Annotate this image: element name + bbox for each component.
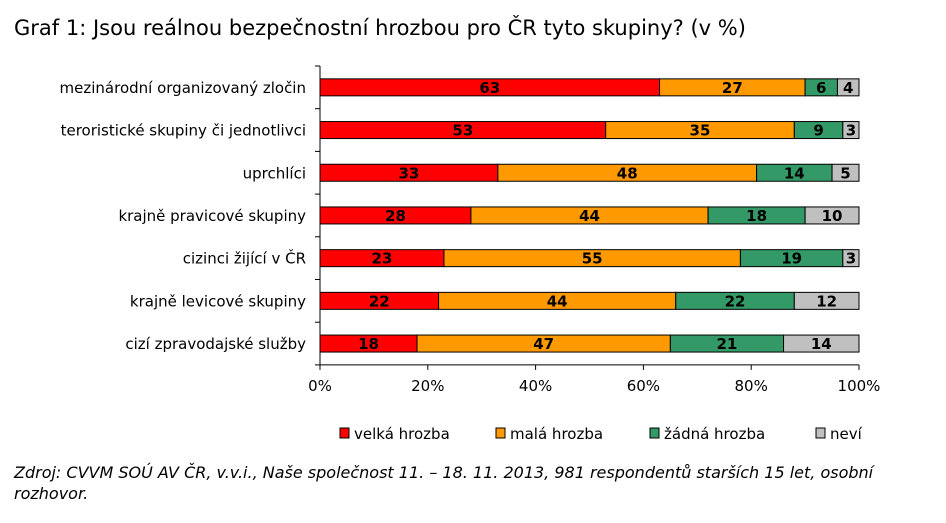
legend-label: žádná hrozba (664, 425, 765, 443)
bar-value-label: 4 (843, 79, 853, 97)
x-tick-label: 40% (519, 377, 552, 395)
bar-value-label: 9 (813, 122, 823, 140)
legend-label: malá hrozba (510, 425, 603, 443)
category-label: krajně levicové skupiny (130, 292, 306, 310)
bar-segment (804, 206, 860, 225)
bar-segment (783, 334, 860, 353)
x-tick-label: 20% (411, 377, 444, 395)
bar-segment (842, 121, 860, 140)
bar-value-label: 44 (547, 292, 568, 310)
bar-value-label: 44 (579, 207, 600, 225)
category-label: cizí zpravodajské služby (125, 335, 306, 353)
legend-label: neví (830, 425, 863, 443)
bar-value-label: 14 (811, 335, 832, 353)
bar-value-label: 22 (369, 292, 390, 310)
bar-value-label: 18 (746, 207, 767, 225)
legend-swatch (339, 427, 350, 439)
bar-value-label: 35 (690, 122, 711, 140)
legend-swatch (495, 427, 506, 439)
bar-segment (793, 291, 860, 310)
category-label: teroristické skupiny či jednotlivci (61, 122, 306, 140)
bar-value-label: 19 (781, 250, 802, 268)
legend-swatch (815, 427, 826, 439)
bar-value-label: 48 (617, 164, 638, 182)
bar-value-label: 3 (846, 122, 856, 140)
legend-label: velká hrozba (354, 425, 450, 443)
bar-value-label: 21 (717, 335, 738, 353)
bar-value-label: 55 (582, 250, 603, 268)
bar-value-label: 28 (385, 207, 406, 225)
x-tick-label: 100% (838, 377, 881, 395)
category-label: krajně pravicové skupiny (118, 207, 306, 225)
bar-value-label: 63 (479, 79, 500, 97)
bar-value-label: 3 (846, 250, 856, 268)
bar-value-label: 18 (358, 335, 379, 353)
legend-swatch (649, 427, 660, 439)
bar-value-label: 10 (822, 207, 843, 225)
bar-value-label: 47 (533, 335, 554, 353)
bar-value-label: 33 (398, 164, 419, 182)
bar-segment (836, 78, 860, 97)
chart-title: Graf 1: Jsou reálnou bezpečnostní hrozbo… (14, 16, 746, 40)
bar-value-label: 27 (722, 79, 743, 97)
bar-segment (842, 249, 860, 268)
x-tick-label: 60% (627, 377, 660, 395)
x-tick-label: 80% (735, 377, 768, 395)
bar-value-label: 23 (372, 250, 393, 268)
category-label: uprchlíci (243, 164, 306, 182)
bar-value-label: 6 (816, 79, 826, 97)
bar-value-label: 22 (725, 292, 746, 310)
bar-value-label: 5 (840, 164, 850, 182)
category-label: mezinárodní organizovaný zločin (60, 79, 306, 97)
x-tick-label: 0% (308, 377, 332, 395)
bar-value-label: 12 (816, 292, 837, 310)
bar-value-label: 14 (784, 164, 805, 182)
category-label: cizinci žijící v ČR (183, 249, 306, 268)
bar-value-label: 53 (452, 122, 473, 140)
bar-segment (831, 163, 860, 182)
source-note: Zdroj: CVVM SOÚ AV ČR, v.v.i., Naše spol… (14, 463, 874, 503)
